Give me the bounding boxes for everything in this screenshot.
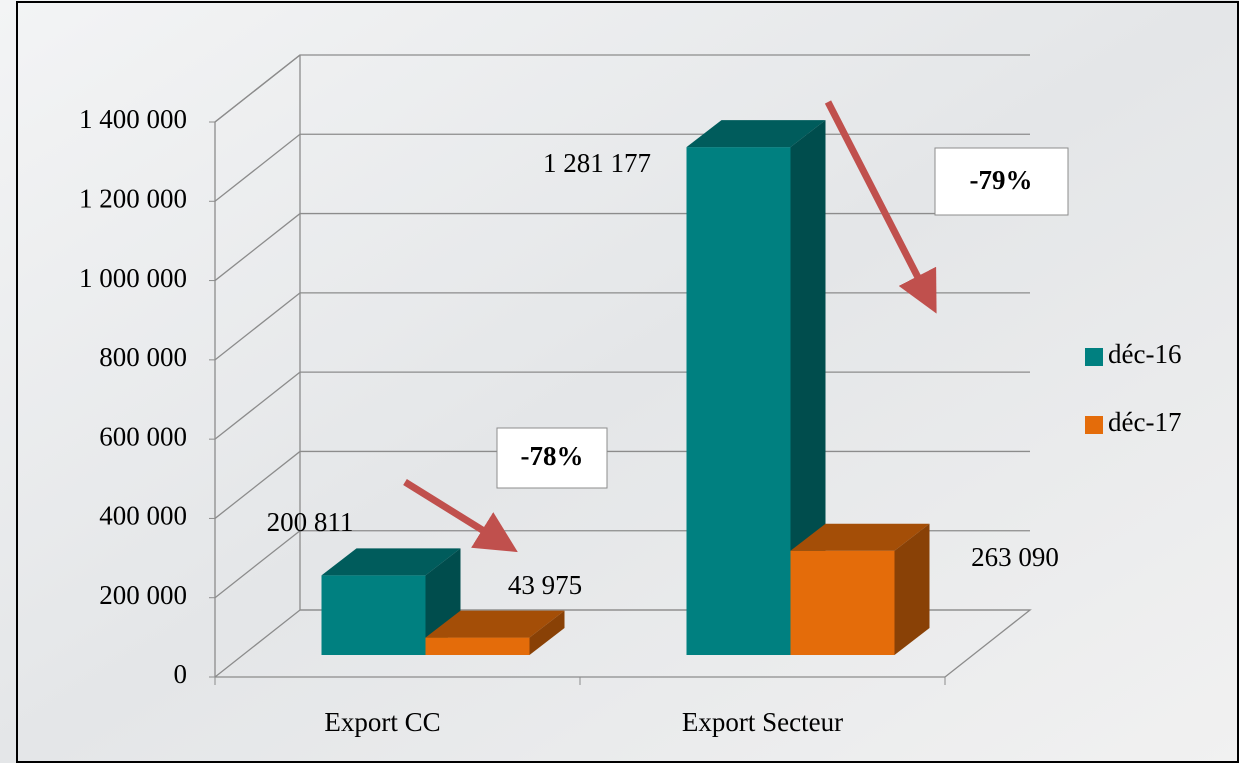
bar <box>321 575 426 655</box>
bar-side <box>790 120 826 655</box>
annotation: -79% <box>970 165 1033 195</box>
y-tick-label: 800 000 <box>99 342 187 372</box>
bar <box>790 550 895 655</box>
grid-line <box>214 54 1030 123</box>
y-tick-label: 600 000 <box>99 421 187 451</box>
y-tick-label: 0 <box>174 659 188 689</box>
bar-side <box>529 610 565 655</box>
legend-swatch <box>1085 348 1103 366</box>
arrow <box>403 479 518 553</box>
bar-top <box>425 610 565 638</box>
bar-side <box>894 523 930 655</box>
data-label: 1 281 177 <box>543 148 651 178</box>
annotation-box <box>496 427 608 489</box>
data-label: 263 090 <box>971 542 1059 572</box>
y-tick-label: 200 000 <box>99 580 187 610</box>
data-label: 200 811 <box>267 507 354 537</box>
y-tick-label: 1 400 000 <box>79 104 187 134</box>
bar-top <box>790 523 930 551</box>
x-tick-label: Export CC <box>324 707 440 737</box>
x-tick-label: Export Secteur <box>682 707 843 737</box>
plot: 0 200 000 400 000 600 000 800 000 1 000 000 1 … <box>79 54 1181 737</box>
legend-swatch <box>1085 416 1103 434</box>
annotation-box <box>934 147 1069 216</box>
bar <box>425 637 530 655</box>
legend-label: déc-16 <box>1108 339 1181 369</box>
bar <box>686 147 791 655</box>
chart-frame <box>16 1 1239 763</box>
annotation: -78% <box>521 441 584 471</box>
y-tick-label: 1 200 000 <box>79 183 187 213</box>
data-label: 43 975 <box>508 570 582 600</box>
legend-label: déc-17 <box>1108 407 1181 437</box>
bar-top <box>686 120 826 148</box>
y-tick-label: 400 000 <box>99 501 187 531</box>
arrow <box>824 100 937 314</box>
bar-top <box>321 548 461 576</box>
y-tick-label: 1 000 000 <box>79 263 187 293</box>
